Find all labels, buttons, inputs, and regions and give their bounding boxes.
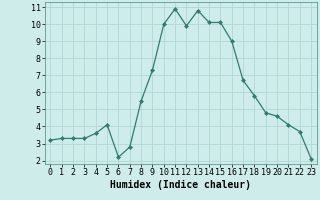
X-axis label: Humidex (Indice chaleur): Humidex (Indice chaleur) (110, 180, 251, 190)
